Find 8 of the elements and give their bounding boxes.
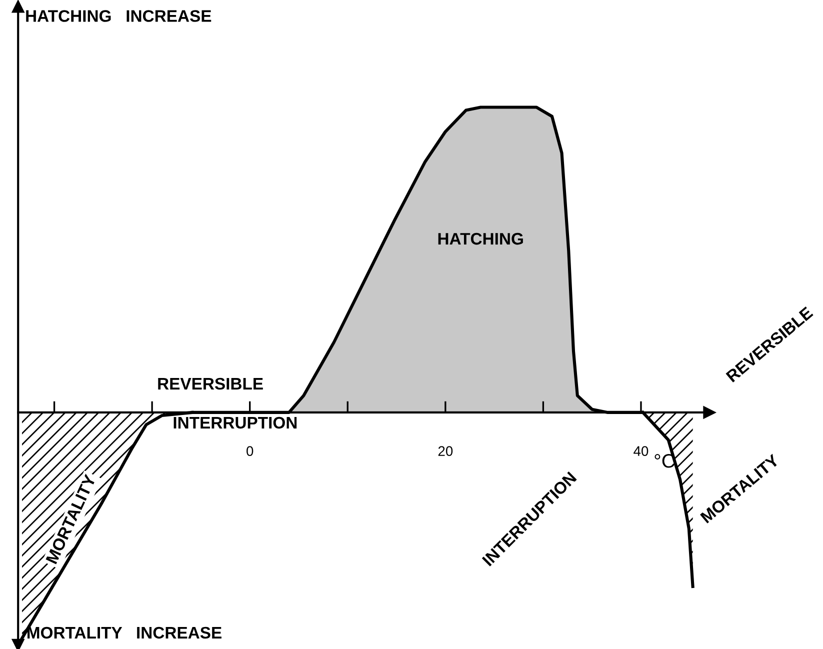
text: HATCHING INCREASE <box>26 10 212 22</box>
annotation: INTERRUPTION <box>174 416 297 429</box>
annotation: HATCHING <box>438 232 523 245</box>
annotation: MORTALITY INCREASE <box>28 626 222 639</box>
x-tick-label: 0 <box>246 446 254 456</box>
annotation: REVERSIBLE <box>158 378 263 390</box>
x-tick-label: 20 <box>438 446 453 456</box>
x-tick-label: 40 <box>634 446 648 456</box>
